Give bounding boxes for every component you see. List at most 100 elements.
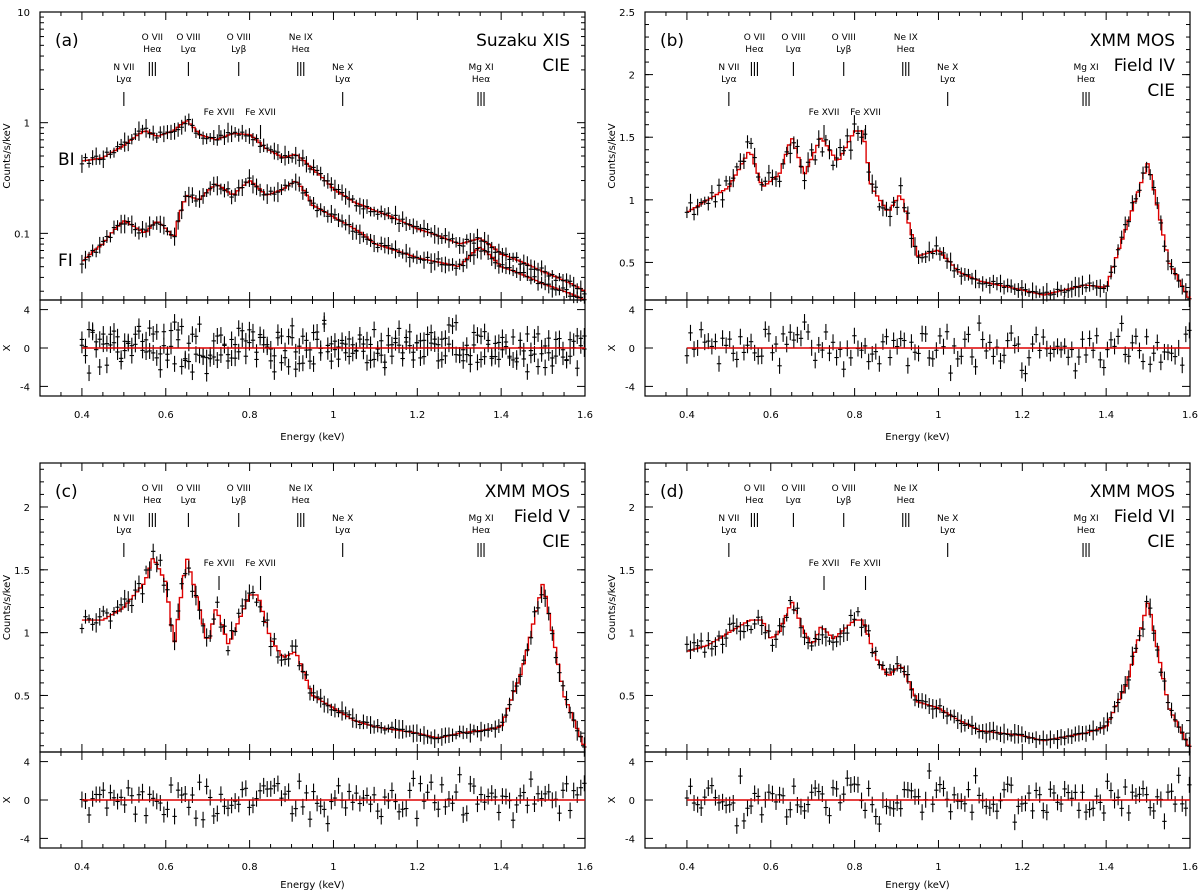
emission-line-label: O VIII [832, 484, 856, 494]
y-tick-label: 2 [24, 503, 30, 514]
x-tick-label: 1.6 [1182, 862, 1198, 873]
panel-label: (c) [55, 482, 78, 502]
x-tick-label: 0.4 [74, 410, 90, 421]
emission-line-label: Lyα [786, 45, 802, 55]
emission-line-label: Fe XVII [850, 108, 881, 118]
emission-line-label: Lyβ [231, 45, 247, 55]
panel-d: 0.4 0.6 0.8 1 1.2 1.4 1.6 0.5 1 1.5 2 -4 0 4 Energy (k… [607, 462, 1198, 891]
y-tick-label: 10 [17, 8, 30, 19]
instrument-label: CIE [1147, 532, 1175, 552]
model-curve [686, 130, 1191, 300]
emission-line-label: Heα [1077, 526, 1095, 536]
x-tick-label: 1.2 [1014, 410, 1030, 421]
residual-y-tick-label: 0 [629, 344, 635, 355]
residual-y-tick-label: 4 [24, 758, 30, 769]
emission-line-label: O VIII [176, 484, 200, 494]
emission-line-label: Mg XI [468, 514, 493, 524]
x-axis-label: Energy (keV) [885, 880, 950, 891]
emission-line-label: Heα [292, 45, 310, 55]
emission-line-label: Ne X [937, 63, 958, 73]
instrument-label: Field IV [1114, 56, 1176, 76]
x-tick-label: 0.8 [847, 862, 863, 873]
x-tick-label: 0.8 [847, 410, 863, 421]
x-tick-label: 1.6 [577, 862, 593, 873]
residual-y-tick-label: -4 [625, 382, 635, 393]
residual-y-axis-label: X [607, 796, 618, 803]
emission-line-label: O VIII [781, 33, 805, 43]
emission-line-label: Lyα [721, 75, 737, 85]
x-tick-label: 1.6 [577, 410, 593, 421]
y-tick-label: 1.5 [619, 133, 635, 144]
model-curve [686, 601, 1191, 749]
panel-label: (d) [660, 482, 684, 502]
spectrum-frame [39, 462, 586, 753]
emission-line-label: Heα [1077, 75, 1095, 85]
emission-line-label: Lyα [335, 526, 351, 536]
instrument-label: Suzaku XIS [476, 31, 570, 51]
y-tick-label: 1 [24, 629, 30, 640]
x-tick-label: 1.2 [1014, 862, 1030, 873]
y-tick-label: 2 [629, 503, 635, 514]
y-axis-label: Counts/s/keV [2, 123, 13, 188]
y-tick-label: 1 [629, 196, 635, 207]
emission-line-label: Heα [472, 75, 490, 85]
y-tick-label: 2.5 [619, 8, 635, 19]
residual-y-axis-label: X [2, 796, 13, 803]
instrument-label: Field V [514, 507, 571, 527]
panel-label: (a) [55, 31, 79, 51]
instrument-label: XMM MOS [1090, 31, 1175, 51]
emission-line-label: O VIII [781, 484, 805, 494]
panel-label: (b) [660, 31, 684, 51]
residual-y-tick-label: -4 [625, 834, 635, 845]
x-tick-label: 1 [935, 862, 941, 873]
y-tick-label: 0.5 [619, 691, 635, 702]
emission-line-label: O VII [142, 484, 163, 494]
residual-y-axis-label: X [2, 344, 13, 351]
y-tick-label: 0.5 [619, 258, 635, 269]
emission-line-label: Fe XVII [809, 108, 840, 118]
instrument-label: CIE [542, 532, 570, 552]
residual-y-tick-label: 4 [629, 758, 635, 769]
emission-line-label: Lyα [181, 45, 197, 55]
emission-line-label: Heα [143, 496, 161, 506]
instrument-label: CIE [1147, 81, 1175, 101]
residual-y-tick-label: 0 [24, 796, 30, 807]
emission-line-label: Heα [745, 45, 763, 55]
y-tick-label: 0.1 [14, 229, 30, 240]
spectrum-frame [644, 462, 1191, 753]
x-tick-label: 1.2 [409, 862, 425, 873]
y-axis-label: Counts/s/keV [607, 123, 618, 188]
panel-a: 0.4 0.6 0.8 1 1.2 1.4 1.6 0.1 1 10 -4 0 4 Energy (keV… [2, 8, 593, 443]
instrument-label: CIE [542, 56, 570, 76]
emission-line-label: Lyα [940, 526, 956, 536]
emission-line-label: N VII [718, 514, 739, 524]
emission-line-label: Mg XI [468, 63, 493, 73]
x-tick-label: 0.8 [242, 410, 258, 421]
x-tick-label: 1.4 [1098, 410, 1114, 421]
x-tick-label: 1.4 [493, 862, 509, 873]
emission-line-label: O VIII [227, 484, 251, 494]
x-tick-label: 0.6 [763, 862, 779, 873]
emission-line-label: Ne X [937, 514, 958, 524]
emission-line-label: N VII [718, 63, 739, 73]
emission-line-label: Lyα [116, 75, 132, 85]
emission-line-label: Lyα [786, 496, 802, 506]
x-tick-label: 1 [935, 410, 941, 421]
x-axis-label: Energy (keV) [280, 880, 345, 891]
emission-line-label: Heα [143, 45, 161, 55]
emission-line-label: Fe XVII [245, 559, 276, 569]
emission-line-label: O VIII [832, 33, 856, 43]
y-tick-label: 2 [629, 71, 635, 82]
emission-line-label: Heα [472, 526, 490, 536]
emission-line-label: Lyβ [836, 45, 852, 55]
series-label: FI [58, 251, 73, 271]
instrument-label: XMM MOS [1090, 482, 1175, 502]
panel-c: 0.4 0.6 0.8 1 1.2 1.4 1.6 0.5 1 1.5 2 -4 0 4 Energy (k… [2, 462, 593, 891]
emission-line-label: Ne X [332, 514, 353, 524]
emission-line-label: Lyα [721, 526, 737, 536]
emission-line-label: N VII [113, 63, 134, 73]
emission-line-label: Ne IX [289, 484, 313, 494]
emission-line-label: Lyβ [836, 496, 852, 506]
emission-line-label: Ne IX [894, 33, 918, 43]
